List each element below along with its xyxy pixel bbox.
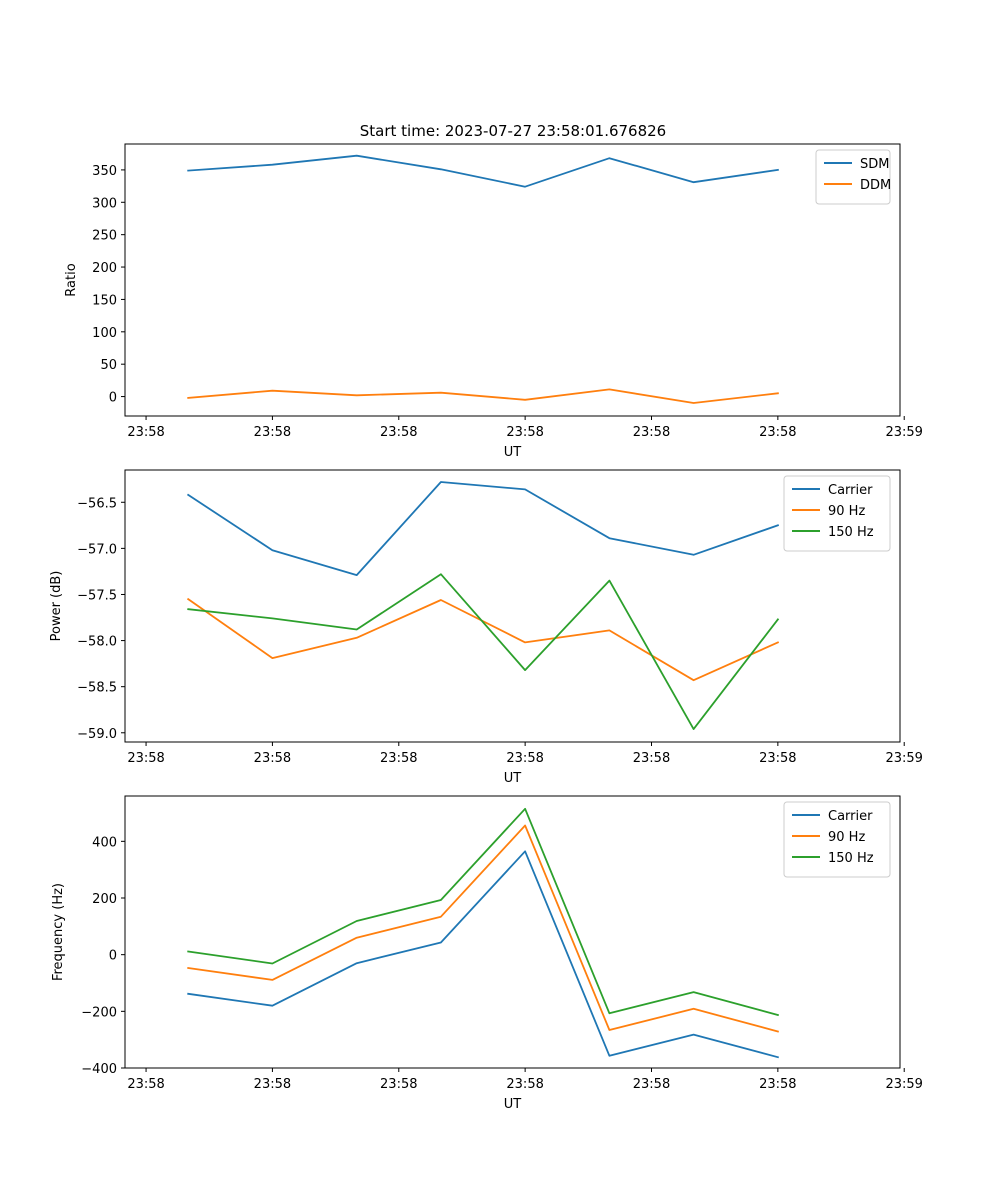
chart-panels: 23:58 23:58 23:58 23:58 23:58 23:58 23:59 0 50 10… (49, 143, 923, 1112)
chart-1-legend-label-2: DDM (860, 178, 891, 193)
chart-1-x-tick-label: 23:58 (506, 425, 543, 440)
chart-1-x-tick-label: 23:59 (885, 425, 922, 440)
chart-1-x-tick-label: 23:58 (127, 425, 164, 440)
chart-2-series-1-line (186, 481, 780, 576)
chart-1-y-tick-label: 100 (92, 326, 117, 341)
chart-1-x-tick-label: 23:58 (254, 425, 291, 440)
chart-1: 23:58 23:58 23:58 23:58 23:58 23:58 23:59 0 50 10… (64, 143, 923, 460)
chart-2-y-tick-label: −57.0 (77, 542, 117, 557)
chart-3-x-tick-label: 23:58 (759, 1077, 796, 1092)
chart-3-x-tick-label: 23:59 (885, 1077, 922, 1092)
chart-2-x-tick-label: 23:58 (127, 751, 164, 766)
chart-2-y-axis-label: Power (dB) (49, 571, 64, 642)
chart-3-y-tick-label: −200 (81, 1005, 117, 1020)
chart-3-y-axis-label: Frequency (Hz) (51, 883, 66, 981)
chart-2-legend-label-1: Carrier (828, 483, 873, 498)
chart-1-y-tick-label: 300 (92, 196, 117, 211)
chart-3-x-tick-label: 23:58 (127, 1077, 164, 1092)
chart-1-y-tick-label: 150 (92, 293, 117, 308)
chart-3-series-1-line (187, 850, 780, 1059)
chart-2-y-tick-label: −59.0 (77, 727, 117, 742)
chart-1-y-tick-label: 350 (92, 164, 117, 179)
chart-3-x-tick-label: 23:58 (380, 1077, 417, 1092)
chart-1-axes-frame (124, 143, 901, 417)
chart-1-series-1-line (187, 154, 779, 188)
chart-2-series-3-line (187, 573, 780, 730)
chart-3-legend-label-1: Carrier (828, 809, 873, 824)
chart-3-x-tick-label: 23:58 (633, 1077, 670, 1092)
chart-1-x-axis-label: UT (504, 445, 522, 460)
chart-3-legend-box (783, 801, 891, 878)
chart-2-legend-box (783, 475, 891, 552)
chart-3-x-tick-label: 23:58 (506, 1077, 543, 1092)
chart-2-x-tick-label: 23:58 (633, 751, 670, 766)
chart-3-y-tick-label: 0 (109, 949, 117, 964)
chart-1-y-tick-label: 200 (92, 261, 117, 276)
chart-1-legend-label-1: SDM (860, 157, 889, 172)
chart-3-y-tick-label: −400 (81, 1062, 117, 1077)
chart-3-x-axis-label: UT (504, 1097, 522, 1112)
chart-2-x-tick-label: 23:58 (759, 751, 796, 766)
chart-2-legend: Carrier 90 Hz 150 Hz (783, 475, 891, 552)
chart-2-y-tick-label: −56.5 (77, 496, 117, 511)
chart-3-legend-label-2: 90 Hz (828, 830, 865, 845)
chart-1-series-2-line (187, 388, 779, 404)
chart-1-y-tick-label: 50 (100, 358, 117, 373)
chart-3-y-tick-label: 200 (92, 892, 117, 907)
chart-3-y-tick-label: 400 (92, 835, 117, 850)
chart-1-y-axis-label: Ratio (64, 263, 79, 296)
chart-1-x-tick-label: 23:58 (759, 425, 796, 440)
chart-2-axes-frame (124, 469, 901, 743)
chart-2-y-tick-label: −58.0 (77, 635, 117, 650)
chart-2-x-tick-label: 23:58 (506, 751, 543, 766)
chart-2-legend-label-2: 90 Hz (828, 504, 865, 519)
figure-title: Start time: 2023-07-27 23:58:01.676826 (360, 122, 666, 140)
chart-1-y-tick-label: 0 (109, 391, 117, 406)
chart-3-axes-frame (124, 795, 901, 1069)
chart-1-x-tick-label: 23:58 (633, 425, 670, 440)
chart-2-x-tick-label: 23:58 (380, 751, 417, 766)
chart-3-x-tick-label: 23:58 (254, 1077, 291, 1092)
chart-3-legend-label-3: 150 Hz (828, 851, 874, 866)
chart-3-legend: Carrier 90 Hz 150 Hz (783, 801, 891, 878)
chart-2-x-axis-label: UT (504, 771, 522, 786)
chart-3-series-2-line (187, 824, 780, 1033)
chart-2: 23:58 23:58 23:58 23:58 23:58 23:58 23:59 −59.0… (49, 469, 923, 786)
chart-2-x-tick-label: 23:59 (885, 751, 922, 766)
chart-3-series-3-line (187, 807, 780, 1017)
chart-1-legend: SDM DDM (815, 149, 891, 205)
chart-2-legend-label-3: 150 Hz (828, 525, 874, 540)
chart-2-y-tick-label: −58.5 (77, 681, 117, 696)
chart-1-y-tick-label: 250 (92, 229, 117, 244)
chart-2-x-tick-label: 23:58 (254, 751, 291, 766)
chart-3: 23:58 23:58 23:58 23:58 23:58 23:58 23:59 −400 −… (51, 795, 923, 1112)
chart-2-y-tick-label: −57.5 (77, 588, 117, 603)
chart-1-x-tick-label: 23:58 (380, 425, 417, 440)
